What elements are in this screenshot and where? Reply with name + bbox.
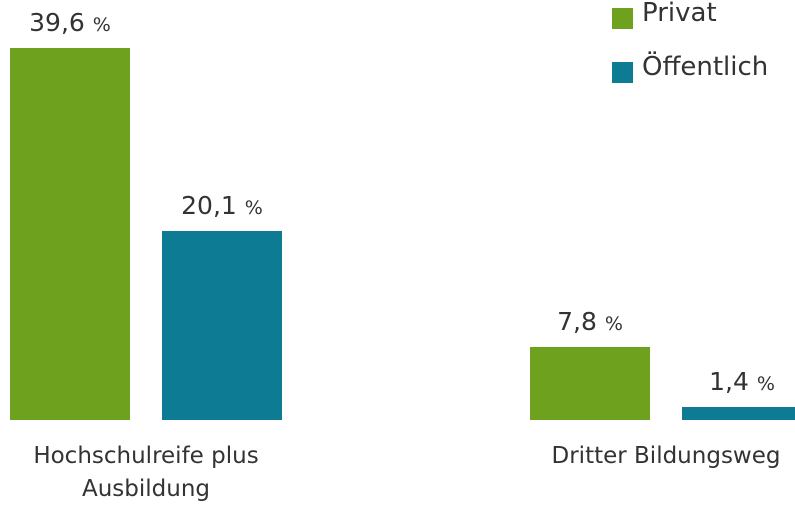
legend-swatch	[612, 8, 633, 29]
value-label: 20,1 %	[181, 191, 263, 221]
bar	[162, 231, 282, 420]
bar	[10, 48, 130, 420]
legend-swatch	[612, 62, 633, 83]
category-label: Hochschulreife plus Ausbildung	[33, 443, 259, 502]
bar	[530, 346, 650, 420]
legend-label: Öffentlich	[642, 52, 769, 82]
value-label: 7,8 %	[557, 306, 623, 336]
bar	[682, 406, 795, 420]
category-label: Dritter Bildungsweg	[551, 443, 781, 469]
legend-label: Privat	[642, 0, 717, 28]
value-label: 39,6 %	[29, 8, 111, 37]
value-label: 1,4 %	[709, 366, 775, 396]
